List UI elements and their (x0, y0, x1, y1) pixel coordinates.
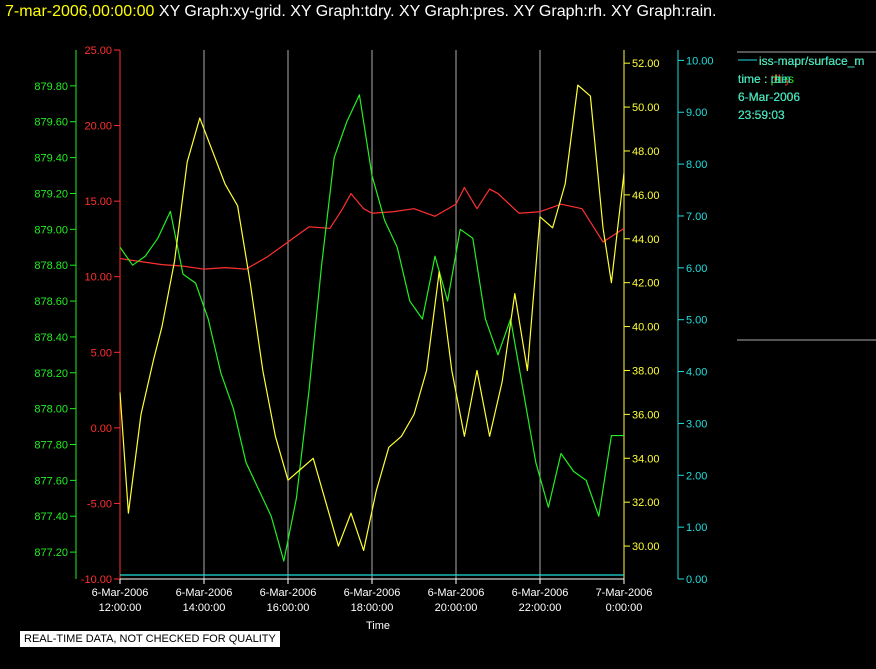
legend-rh-line-2: 6-Mar-2006 (738, 90, 800, 104)
rh-tick-label: 34.00 (632, 453, 660, 465)
pres-tick-label: 877.20 (34, 547, 68, 559)
legend-rain-line-2: 6-Mar-2006 (738, 90, 800, 104)
rain-tick-label: 10.00 (686, 55, 714, 67)
legend-rain-line-3: 23:59:03 (738, 108, 785, 122)
pres-tick-label: 879.20 (34, 188, 68, 200)
chart-graph-list: XY Graph:xy-grid. XY Graph:tdry. XY Grap… (158, 3, 717, 20)
rain-tick-label: 9.00 (686, 107, 707, 119)
legend-rh-line-0: iss-mapr/surface_m (759, 54, 864, 68)
tdry-tick-label: 15.00 (84, 196, 112, 208)
rain-tick-label: 1.00 (686, 522, 707, 534)
legend-pres-line-3: 23:59:03 (738, 108, 785, 122)
tdry-tick-label: 25.00 (84, 45, 112, 57)
pres-tick-label: 877.60 (34, 475, 68, 487)
pres-tick-label: 879.60 (34, 117, 68, 129)
x-tick-label-time: 14:00:00 (183, 602, 226, 614)
tdry-tick-label: -5.00 (87, 498, 112, 510)
series-line-pres (119, 94, 624, 562)
x-tick-label-date: 6-Mar-2006 (92, 587, 149, 599)
rh-tick-label: 48.00 (632, 146, 660, 158)
pres-tick-label: 878.80 (34, 260, 68, 272)
rh-tick-label: 50.00 (632, 102, 660, 114)
legend-rh-line-3: 23:59:03 (738, 108, 785, 122)
rh-tick-label: 30.00 (632, 541, 660, 553)
tdry-tick-label: 5.00 (91, 347, 112, 359)
x-tick-label-date: 6-Mar-2006 (260, 587, 317, 599)
x-tick-label-time: 22:00:00 (519, 602, 562, 614)
pres-tick-label: 879.00 (34, 224, 68, 236)
legend-tdry-line-3: 23:59:03 (738, 108, 785, 122)
pres-tick-label: 877.40 (34, 511, 68, 523)
chart-timestamp: 7-mar-2006,00:00:00 (5, 3, 155, 20)
rh-tick-label: 36.00 (632, 409, 660, 421)
legend-rain-line-0: iss-mapr/surface_m (759, 54, 864, 68)
rain-tick-label: 6.00 (686, 263, 707, 275)
rain-tick-label: 3.00 (686, 418, 707, 430)
legend-tdry-line-1: time : tdry (738, 72, 791, 86)
series-line-tdry (119, 186, 625, 270)
x-tick-label-date: 6-Mar-2006 (428, 587, 485, 599)
legend-pres-line-2: 6-Mar-2006 (738, 90, 800, 104)
pres-tick-label: 878.40 (34, 332, 68, 344)
legend-rh-line-1: time : rh (738, 72, 781, 86)
x-tick-label-time: 20:00:00 (435, 602, 478, 614)
pres-tick-label: 878.20 (34, 368, 68, 380)
rain-tick-label: 5.00 (686, 315, 707, 327)
tdry-tick-label: 0.00 (91, 423, 112, 435)
legend-tdry-line-0: iss-mapr/surface_m (759, 54, 864, 68)
quality-disclaimer: REAL-TIME DATA, NOT CHECKED FOR QUALITY (20, 631, 280, 647)
legend-rain-line-1: time : rain (738, 72, 791, 86)
rh-tick-label: 52.00 (632, 58, 660, 70)
rh-tick-label: 44.00 (632, 234, 660, 246)
tdry-tick-label: -10.00 (81, 574, 112, 586)
rh-tick-label: 38.00 (632, 365, 660, 377)
x-tick-label-date: 7-Mar-2006 (596, 587, 653, 599)
legend-pres-line-1: time : pres (738, 72, 794, 86)
x-tick-label-time: 0:00:00 (606, 602, 643, 614)
rain-tick-label: 8.00 (686, 159, 707, 171)
rain-tick-label: 2.00 (686, 470, 707, 482)
x-tick-label-date: 6-Mar-2006 (512, 587, 569, 599)
pres-tick-label: 879.40 (34, 153, 68, 165)
pres-tick-label: 879.80 (34, 81, 68, 93)
legend-pres-line-0: iss-mapr/surface_m (759, 54, 864, 68)
x-tick-label-time: 18:00:00 (351, 602, 394, 614)
rain-tick-label: 7.00 (686, 211, 707, 223)
rh-tick-label: 40.00 (632, 322, 660, 334)
rain-tick-label: 4.00 (686, 367, 707, 379)
x-tick-label-date: 6-Mar-2006 (344, 587, 401, 599)
x-tick-label-time: 16:00:00 (267, 602, 310, 614)
legend-tdry-line-2: 6-Mar-2006 (738, 90, 800, 104)
rh-tick-label: 32.00 (632, 497, 660, 509)
rh-tick-label: 42.00 (632, 278, 660, 290)
pres-tick-label: 878.00 (34, 404, 68, 416)
x-tick-label-time: 12:00:00 (99, 602, 142, 614)
pres-tick-label: 877.80 (34, 440, 68, 452)
x-axis-label: Time (366, 620, 390, 632)
x-tick-label-date: 6-Mar-2006 (176, 587, 233, 599)
series-line-rh (119, 84, 625, 552)
chart-title-bar: 7-mar-2006,00:00:00 XY Graph:xy-grid. XY… (5, 3, 717, 21)
tdry-tick-label: 10.00 (84, 272, 112, 284)
pres-tick-label: 878.60 (34, 296, 68, 308)
rh-tick-label: 46.00 (632, 190, 660, 202)
rain-tick-label: 0.00 (686, 574, 707, 586)
tdry-tick-label: 20.00 (84, 121, 112, 133)
